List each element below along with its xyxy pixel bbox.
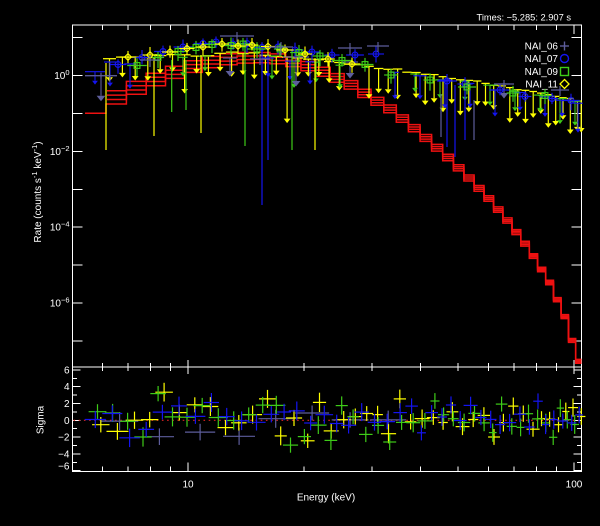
svg-text:6: 6	[64, 365, 70, 376]
svg-text:0: 0	[64, 416, 70, 427]
svg-text:−2: −2	[58, 433, 70, 444]
svg-text:NAI_09: NAI_09	[525, 67, 559, 78]
svg-text:NAI_06: NAI_06	[525, 42, 559, 53]
svg-text:2: 2	[64, 399, 70, 410]
svg-text:Rate (counts s-1 keV-1): Rate (counts s-1 keV-1)	[30, 141, 44, 242]
svg-text:10: 10	[182, 480, 194, 491]
svg-text:NAI_11: NAI_11	[525, 80, 558, 91]
svg-text:Energy (keV): Energy (keV)	[297, 493, 355, 504]
svg-text:Sigma: Sigma	[36, 405, 47, 434]
svg-text:Times: −5.285: 2.907 s: Times: −5.285: 2.907 s	[477, 13, 572, 23]
svg-text:NAI_07: NAI_07	[525, 54, 559, 65]
svg-text:−4: −4	[58, 449, 70, 460]
svg-text:100: 100	[566, 480, 583, 491]
svg-text:−6: −6	[58, 462, 70, 473]
svg-text:4: 4	[64, 382, 70, 393]
